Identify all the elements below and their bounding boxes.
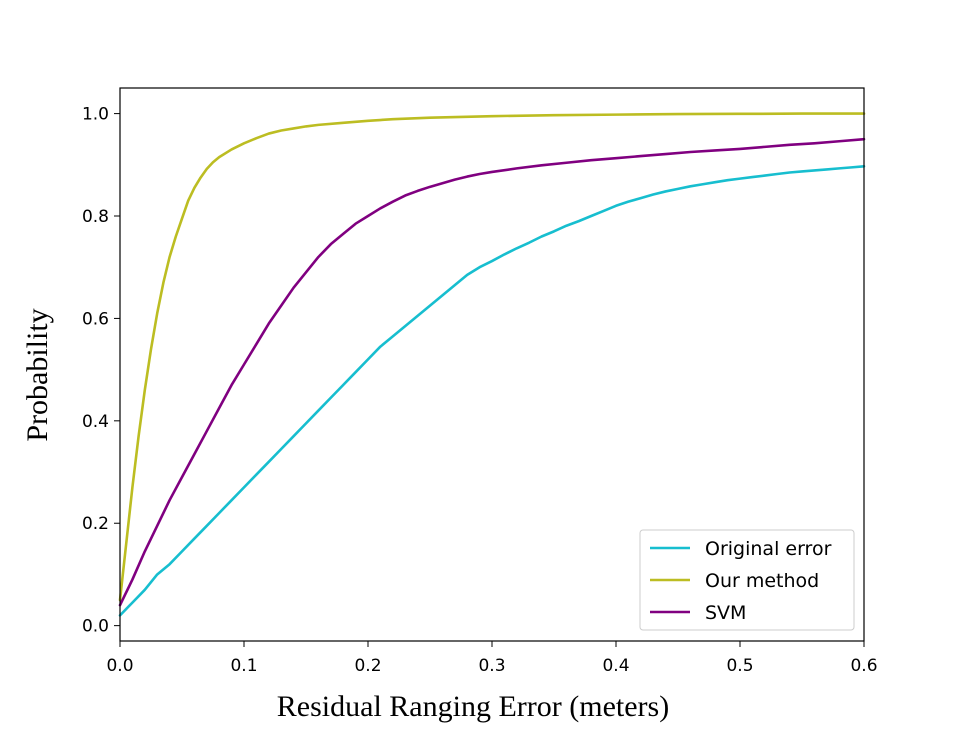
x-tick-label: 0.6 <box>850 656 877 676</box>
y-tick-label: 0.8 <box>82 207 109 227</box>
x-tick-label: 0.1 <box>230 656 257 676</box>
series-line-2 <box>118 137 866 607</box>
y-tick-label: 0.4 <box>82 412 109 432</box>
y-axis: 0.0 0.2 0.4 0.6 0.8 1.0 <box>82 105 120 637</box>
legend-box <box>639 529 855 631</box>
legend-label-2: SVM <box>705 602 746 624</box>
x-tick-label: 0.0 <box>106 656 133 676</box>
series-line-0 <box>118 165 866 617</box>
x-tick-label: 0.5 <box>726 656 753 676</box>
y-tick-label: 0.0 <box>82 617 109 637</box>
y-tick-label: 0.2 <box>82 514 109 534</box>
y-tick-label: 0.6 <box>82 309 109 329</box>
legend: Original error Our method SVM <box>639 529 855 631</box>
legend-label-0: Original error <box>705 538 832 560</box>
x-tick-label: 0.3 <box>478 656 505 676</box>
series-layer <box>118 112 866 617</box>
x-tick-label: 0.2 <box>354 656 381 676</box>
x-tick-label: 0.4 <box>602 656 629 676</box>
series-line-1 <box>118 112 866 602</box>
y-tick-label: 1.0 <box>82 105 109 125</box>
legend-label-1: Our method <box>705 570 819 592</box>
y-axis-title: Probability <box>21 308 54 441</box>
x-axis: 0.0 0.1 0.2 0.3 0.4 0.5 0.6 <box>106 641 878 676</box>
x-axis-title: Residual Ranging Error (meters) <box>277 690 669 723</box>
